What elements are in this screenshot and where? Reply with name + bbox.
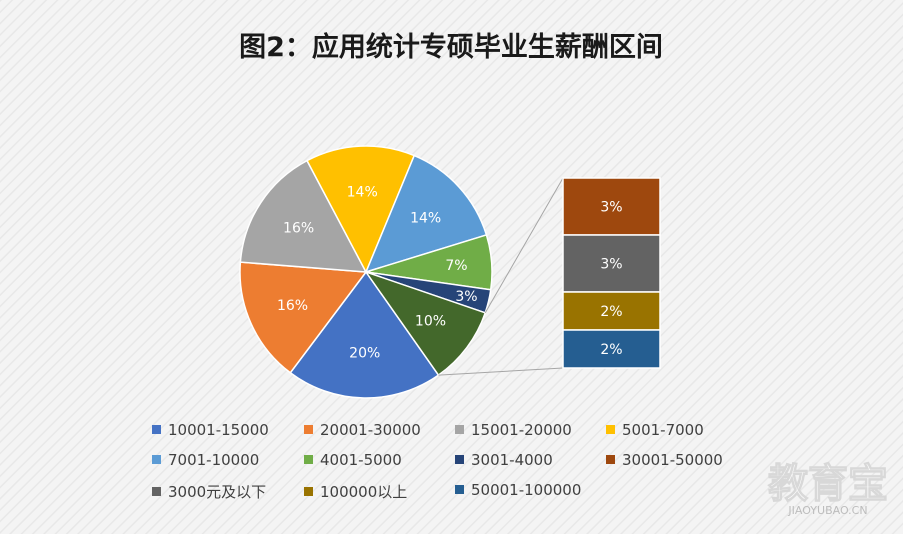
bar-segment-label-3: 2% xyxy=(600,304,622,320)
bar-segment-label-1: 3% xyxy=(600,200,622,216)
legend-item: 4001-5000 xyxy=(304,451,402,469)
legend-swatch xyxy=(152,487,161,496)
pie-slice-8 xyxy=(364,270,487,377)
legend-label: 3001-4000 xyxy=(471,451,553,469)
legend-item: 15001-20000 xyxy=(455,421,572,439)
pie-slice-4 xyxy=(306,145,416,274)
legend-label: 100000以上 xyxy=(320,483,408,501)
pie-slice-5 xyxy=(364,154,488,274)
legend-item: 3000元及以下 xyxy=(152,481,266,502)
bar-segment-label-4: 2% xyxy=(600,342,622,358)
bar-segment-2 xyxy=(562,234,661,293)
legend-swatch xyxy=(304,487,313,496)
legend-item: 3001-4000 xyxy=(455,451,553,469)
legend-swatch xyxy=(152,425,161,434)
bar-segment-4 xyxy=(562,329,661,369)
connector-lines xyxy=(438,177,564,376)
legend-item: 5001-7000 xyxy=(606,421,704,439)
legend-label: 30001-50000 xyxy=(622,451,723,469)
pie-slice-label-5: 14% xyxy=(410,211,441,227)
legend-item: 20001-30000 xyxy=(304,421,421,439)
bar-segment-1 xyxy=(562,177,661,236)
legend-swatch xyxy=(606,425,615,434)
watermark: 教育宝 JIAOYUBAO.CN xyxy=(767,460,888,517)
chart-title: 图2：应用统计专硕毕业生薪酬区间 xyxy=(239,31,663,63)
bar-segment-3 xyxy=(562,291,661,331)
pie-slice-label-2: 16% xyxy=(277,298,308,314)
legend-swatch xyxy=(304,455,313,464)
legend-label: 4001-5000 xyxy=(320,451,402,469)
connector-line-2 xyxy=(438,367,564,376)
watermark-sub: JIAOYUBAO.CN xyxy=(787,504,867,517)
legend-swatch xyxy=(606,455,615,464)
watermark-main: 教育宝 xyxy=(768,461,888,507)
pie-slice-3 xyxy=(239,159,368,273)
pie-slice-label-7: 3% xyxy=(455,289,477,305)
bar-of-pie: 3% 3% 2% 2% xyxy=(562,177,661,369)
pie-slice-label-3: 16% xyxy=(283,221,314,237)
pie-group: 20% 16% 16% 14% 14% 7% 3% 10% xyxy=(239,145,493,399)
legend-label: 10001-15000 xyxy=(168,421,269,439)
pie-slice-label-6: 7% xyxy=(445,258,467,274)
connector-line-1 xyxy=(484,177,564,314)
legend-label: 15001-20000 xyxy=(471,421,572,439)
pie-slice-2 xyxy=(239,261,368,374)
legend-label: 3000元及以下 xyxy=(168,483,267,501)
legend-label: 7001-10000 xyxy=(168,451,260,469)
legend-label: 20001-30000 xyxy=(320,421,421,439)
legend-item: 7001-10000 xyxy=(152,451,259,469)
legend-swatch xyxy=(304,425,313,434)
legend-item: 10001-15000 xyxy=(152,421,269,439)
legend-swatch xyxy=(455,425,464,434)
pie-slice-label-8: 10% xyxy=(415,313,446,329)
bar-segment-label-2: 3% xyxy=(600,257,622,273)
legend-swatch xyxy=(152,455,161,464)
pie-slice-label-4: 14% xyxy=(347,184,378,200)
pie-slice-label-1: 20% xyxy=(349,346,380,362)
pie-slice-1 xyxy=(289,270,440,399)
legend-label: 50001-100000 xyxy=(471,481,582,499)
legend-item: 100000以上 xyxy=(304,481,407,502)
legend-item: 30001-50000 xyxy=(606,451,723,469)
legend-swatch xyxy=(455,485,464,494)
legend-swatch xyxy=(455,455,464,464)
legend-item: 50001-100000 xyxy=(455,481,581,499)
legend-label: 5001-7000 xyxy=(622,421,704,439)
